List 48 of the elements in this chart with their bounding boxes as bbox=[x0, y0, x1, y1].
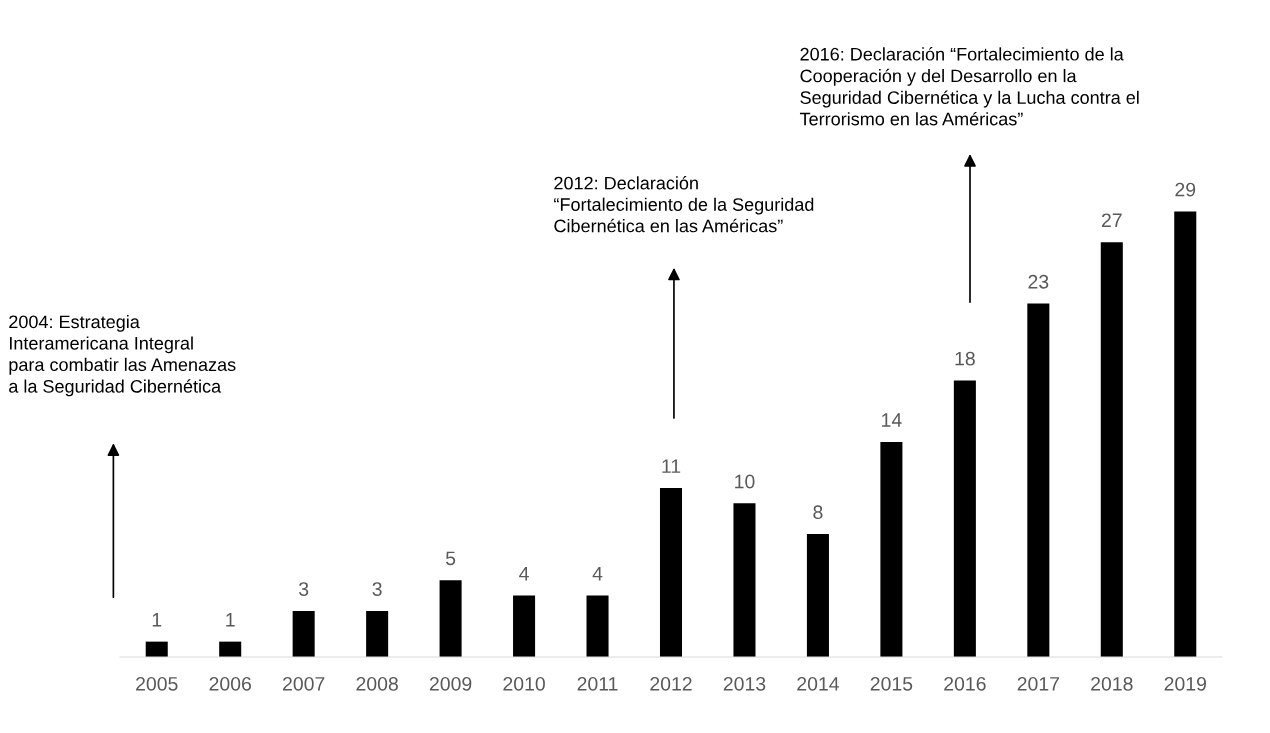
x-tick-label: 2009 bbox=[429, 676, 472, 691]
data-label: 18 bbox=[955, 351, 975, 366]
x-tick-label: 2014 bbox=[797, 676, 839, 691]
data-label: 4 bbox=[519, 567, 529, 581]
data-label: 8 bbox=[813, 505, 823, 520]
bar bbox=[806, 534, 829, 657]
x-tick-label: 2012 bbox=[650, 676, 692, 691]
annotation: 2004: Estrategia Interamericana Integral para combatir las Amenazas a la Seguridad Cibernética bbox=[9, 314, 236, 397]
data-label: 3 bbox=[372, 582, 382, 596]
data-label: 5 bbox=[445, 551, 456, 566]
x-tick-label: 2011 bbox=[577, 676, 618, 691]
bar bbox=[439, 580, 462, 657]
bar bbox=[292, 610, 315, 657]
bar bbox=[880, 441, 903, 657]
x-tick-label: 2010 bbox=[503, 676, 545, 691]
data-label: 1 bbox=[152, 613, 162, 627]
data-label: 4 bbox=[592, 567, 603, 581]
data-label: 27 bbox=[1101, 213, 1122, 227]
x-tick-label: 2005 bbox=[136, 676, 178, 691]
data-label: 10 bbox=[735, 474, 755, 489]
x-tick-label: 2006 bbox=[209, 676, 251, 691]
x-tick-label: 2008 bbox=[356, 676, 398, 691]
bar bbox=[1027, 303, 1050, 657]
text: 2016: Declaración “Fortalecimiento de la Cooperación y del Desarrollo en la Seguridad Cibernética y la Lucha contra el Terrorismo en las Américas” bbox=[799, 47, 1139, 126]
bar bbox=[953, 380, 976, 657]
x-tick-label: 2013 bbox=[723, 676, 766, 691]
bar bbox=[586, 595, 609, 657]
x-tick-label: 2016 bbox=[944, 676, 986, 691]
x-tick-label: 2019 bbox=[1164, 676, 1206, 691]
data-label: 11 bbox=[662, 459, 681, 473]
bar bbox=[513, 595, 536, 657]
bar bbox=[145, 641, 168, 657]
x-tick-label: 2007 bbox=[283, 676, 325, 691]
bar bbox=[1174, 211, 1197, 657]
data-label: 14 bbox=[882, 413, 902, 427]
bar bbox=[733, 503, 756, 657]
bar bbox=[219, 641, 242, 657]
data-label: 23 bbox=[1028, 274, 1049, 289]
data-label: 29 bbox=[1175, 182, 1196, 197]
bar bbox=[659, 487, 683, 657]
x-tick-label: 2017 bbox=[1017, 676, 1059, 691]
x-tick-label: 2018 bbox=[1091, 676, 1133, 691]
annotation: 2012: Declaración “Fortalecimiento de la Seguridad Cibernética en las Américas” bbox=[554, 176, 814, 233]
bar bbox=[1100, 242, 1123, 657]
data-label: 1 bbox=[226, 613, 235, 627]
bar bbox=[366, 610, 389, 657]
x-tick-label: 2015 bbox=[870, 676, 913, 691]
data-label: 3 bbox=[299, 582, 309, 596]
